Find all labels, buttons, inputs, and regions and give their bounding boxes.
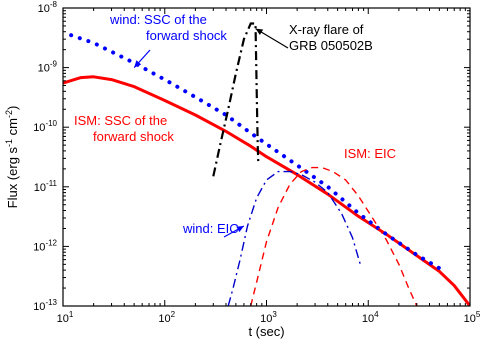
- series-line-xray-flare: [212, 22, 260, 177]
- annotation-ism-eic: ISM: EIC: [344, 146, 396, 161]
- y-tick-label: 10-10: [33, 119, 57, 134]
- annotation-text: ISM: EIC: [344, 146, 396, 161]
- y-tick-label: 10-13: [33, 298, 57, 313]
- x-tick-label: 104: [362, 310, 379, 325]
- y-tick-label: 10-12: [33, 238, 57, 253]
- x-axis-label: t (sec): [248, 324, 284, 339]
- annotation-text: wind: EIC: [182, 221, 239, 236]
- series-line-wind-ssc: [69, 33, 442, 271]
- annotation-text: GRB 050502B: [289, 38, 373, 53]
- ticks-layer: [62, 7, 471, 307]
- labels-layer: 101 102 103 104 105 10-13 10-12 10-11 10-10 10-9 1…: [4, 0, 481, 339]
- x-tick-label: 103: [260, 310, 277, 325]
- y-axis-label: Flux (erg s-1 cm-2): [4, 106, 20, 209]
- annotation-text: forward shock: [146, 28, 227, 43]
- annotation-text: X-ray flare of: [289, 22, 364, 37]
- annotation-text: forward shock: [93, 129, 174, 144]
- x-tick-label: 102: [158, 310, 175, 325]
- x-tick-label: 101: [57, 310, 74, 325]
- y-tick-label: 10-8: [38, 0, 58, 15]
- annotation-arrowhead: [236, 225, 244, 233]
- y-tick-label: 10-9: [38, 60, 58, 75]
- series-line-ism-ssc: [63, 75, 470, 306]
- series-layer: [63, 22, 470, 306]
- annotation-arrowhead: [134, 60, 142, 68]
- y-tick-label: 10-11: [34, 179, 58, 194]
- annotation-wind-eic: wind: EIC: [182, 221, 245, 238]
- annotation-arrowhead: [255, 28, 264, 35]
- x-tick-label: 105: [464, 310, 481, 325]
- annotation-text: ISM: SSC of the: [74, 113, 167, 128]
- annotation-text: wind: SSC of the: [109, 12, 207, 27]
- series-line-ism-eic: [250, 166, 418, 306]
- series-line-wind-eic: [227, 170, 362, 306]
